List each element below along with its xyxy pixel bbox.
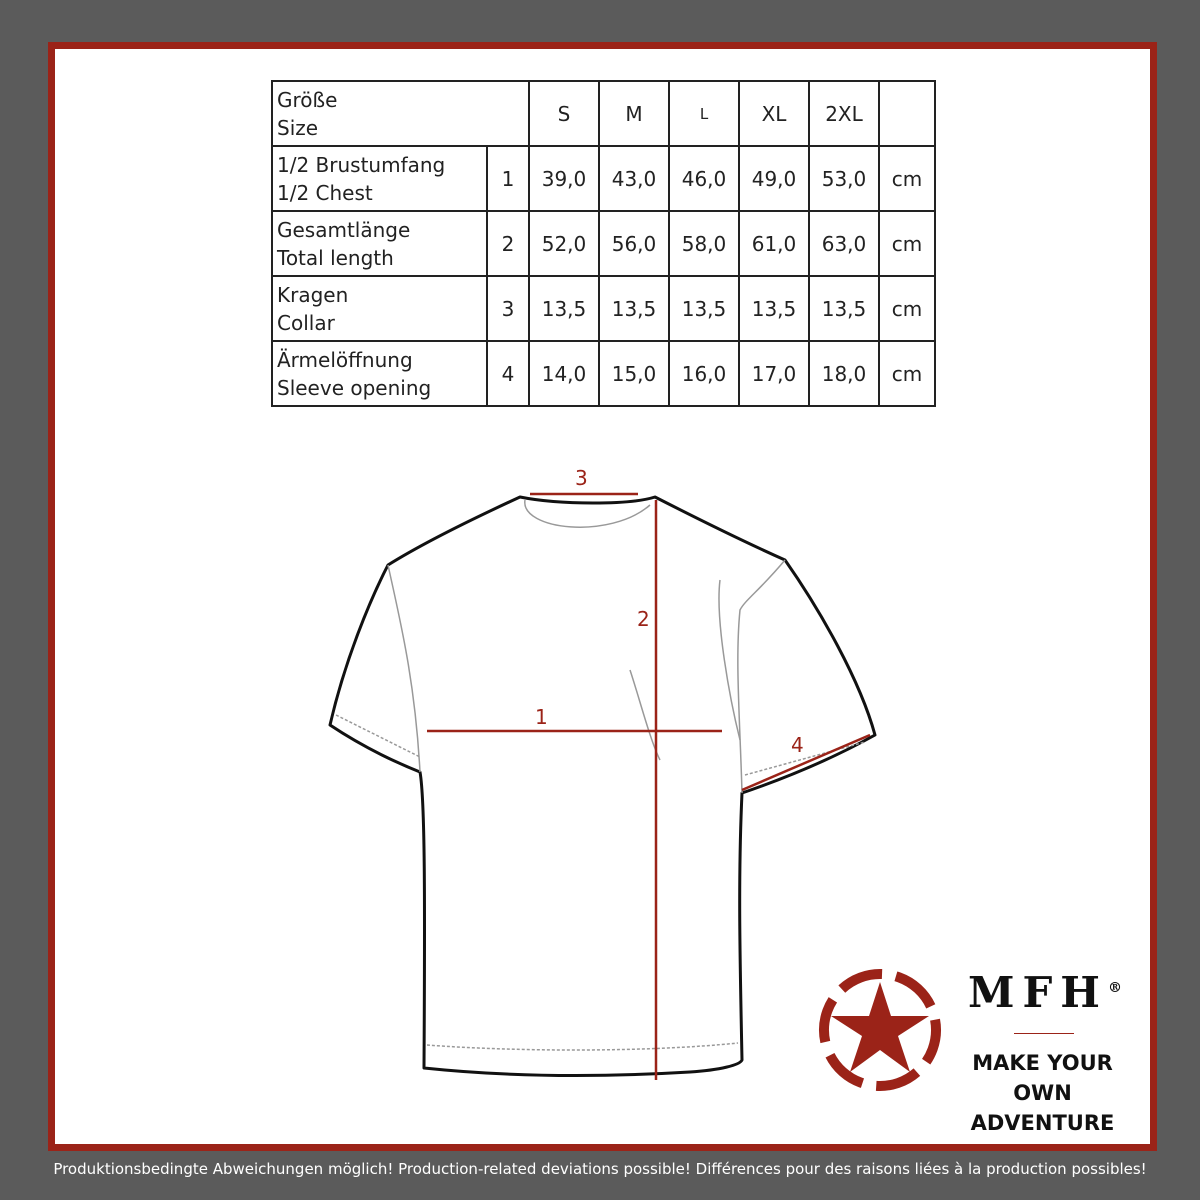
measure-number: 4	[486, 340, 530, 407]
measure-value: 56,0	[598, 210, 670, 277]
measure-value: 58,0	[668, 210, 740, 277]
slogan-line-2: ADVENTURE	[970, 1111, 1115, 1135]
measure-label-2: 2	[637, 607, 650, 631]
table-row: Ärmelöffnung Sleeve opening 4 14,0 15,0 16,0 1…	[271, 340, 936, 407]
measure-number: 3	[486, 275, 530, 342]
unit: cm	[878, 275, 936, 342]
measure-value: 39,0	[528, 145, 600, 212]
measure-lines	[427, 492, 871, 1080]
measure-name-de: Ärmelöffnung	[277, 347, 413, 372]
table-header-row: Größe Size S M L XL 2XL	[271, 80, 936, 147]
measure-number: 1	[486, 145, 530, 212]
slogan: MAKE YOUR OWN ADVENTURE	[940, 1048, 1145, 1138]
measure-name-de: Kragen	[277, 282, 349, 307]
measure-value: 61,0	[738, 210, 810, 277]
disclaimer-footer: Produktionsbedingte Abweichungen möglich…	[53, 1160, 1147, 1178]
measure-value: 53,0	[808, 145, 880, 212]
measure-value: 13,5	[808, 275, 880, 342]
measure-name-en: Total length	[277, 245, 394, 270]
measure-value: 13,5	[528, 275, 600, 342]
size-col: S	[528, 80, 600, 147]
measure-name-de: 1/2 Brustumfang	[277, 152, 446, 177]
measure-value: 17,0	[738, 340, 810, 407]
brand-name: MFH	[968, 968, 1108, 1017]
measure-value: 63,0	[808, 210, 880, 277]
empty-cell	[878, 80, 936, 147]
size-header: Größe Size	[271, 80, 530, 147]
measure-line-sleeve	[741, 733, 871, 792]
table-row: Kragen Collar 3 13,5 13,5 13,5 13,5 13,5 cm	[271, 275, 936, 342]
collar-inner	[524, 499, 651, 528]
measure-value: 13,5	[738, 275, 810, 342]
slogan-line-1: MAKE YOUR OWN	[972, 1051, 1113, 1105]
measure-label-3: 3	[575, 466, 588, 490]
measure-value: 16,0	[668, 340, 740, 407]
measure-name: Kragen Collar	[271, 275, 488, 342]
measure-name-de: Gesamtlänge	[277, 217, 411, 242]
unit: cm	[878, 145, 936, 212]
measure-name-en: 1/2 Chest	[277, 180, 373, 205]
measure-label-4: 4	[791, 733, 804, 757]
unit: cm	[878, 340, 936, 407]
measure-value: 52,0	[528, 210, 600, 277]
size-col: M	[598, 80, 670, 147]
size-col: L	[668, 80, 740, 147]
shirt-outline	[328, 495, 877, 1077]
measure-value: 18,0	[808, 340, 880, 407]
star-logo-icon	[819, 969, 941, 1091]
measure-value: 13,5	[668, 275, 740, 342]
logo-divider	[1014, 1033, 1074, 1034]
measure-label-1: 1	[535, 705, 548, 729]
measure-name: 1/2 Brustumfang 1/2 Chest	[271, 145, 488, 212]
registered-mark: ®	[1108, 980, 1122, 996]
size-table: Größe Size S M L XL 2XL 1/2 Brustumfang 1/…	[271, 80, 936, 407]
measure-number: 2	[486, 210, 530, 277]
measure-value: 49,0	[738, 145, 810, 212]
size-label-de: Größe	[277, 87, 338, 112]
measure-value: 15,0	[598, 340, 670, 407]
table-row: Gesamtlänge Total length 2 52,0 56,0 58,0 61,0…	[271, 210, 936, 277]
measure-name: Gesamtlänge Total length	[271, 210, 488, 277]
measure-name-en: Sleeve opening	[277, 375, 432, 400]
unit: cm	[878, 210, 936, 277]
measure-name: Ärmelöffnung Sleeve opening	[271, 340, 488, 407]
measure-value: 13,5	[598, 275, 670, 342]
brand-logo: MFH®	[940, 968, 1150, 1017]
size-col: XL	[738, 80, 810, 147]
table-row: 1/2 Brustumfang 1/2 Chest 1 39,0 43,0 46,0 49,…	[271, 145, 936, 212]
measure-value: 43,0	[598, 145, 670, 212]
size-label-en: Size	[277, 115, 319, 140]
measure-name-en: Collar	[277, 310, 335, 335]
measure-value: 46,0	[668, 145, 740, 212]
size-col: 2XL	[808, 80, 880, 147]
measure-value: 14,0	[528, 340, 600, 407]
